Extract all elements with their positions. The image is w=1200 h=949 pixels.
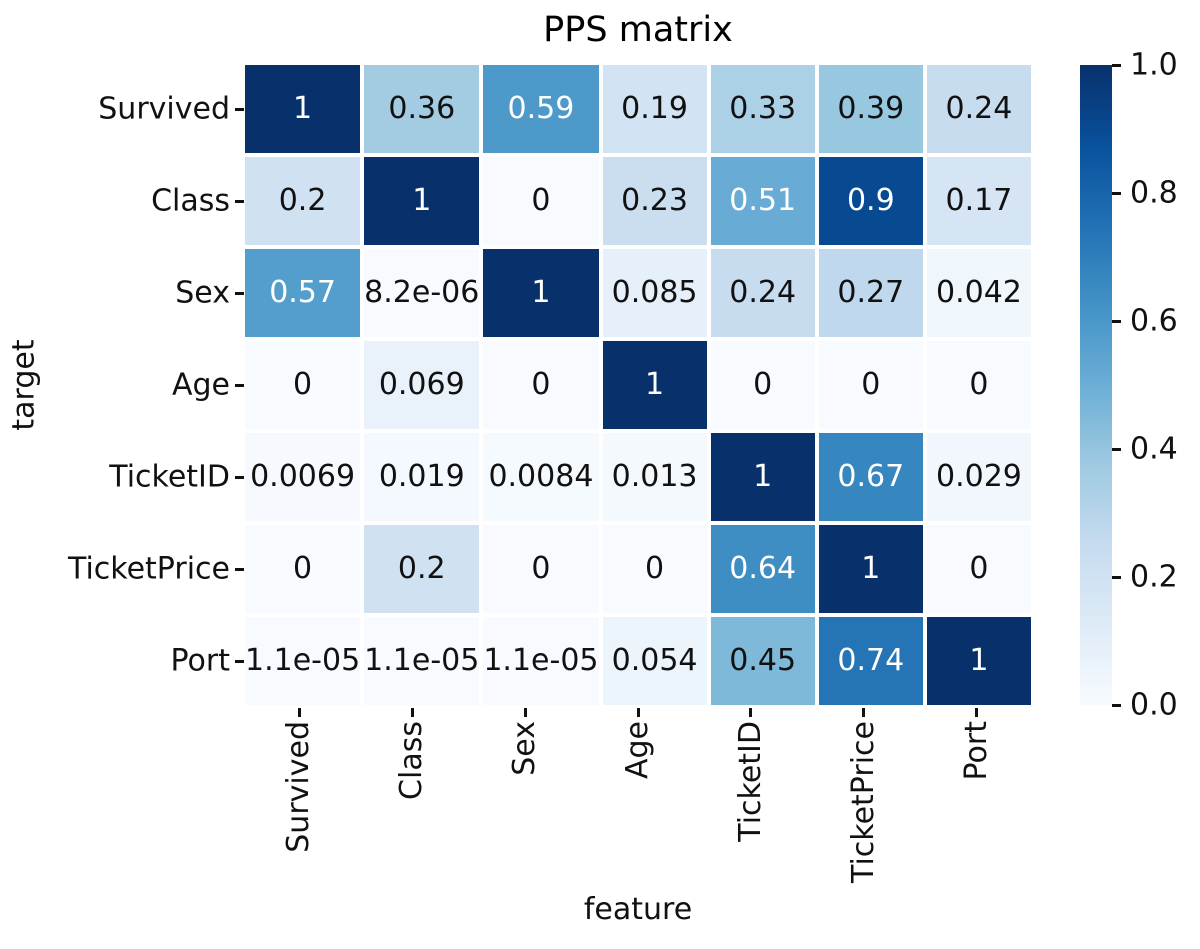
heatmap-cell: 0.042 [926,249,1031,337]
heatmap-cell: 0.0069 [245,433,361,521]
heatmap-cell: 1 [602,341,707,429]
heatmap-cell: 1 [245,65,361,153]
x-tick-label: Age [620,721,655,780]
chart-title: PPS matrix [543,10,733,50]
x-tick-mark [297,708,301,717]
y-tick-mark [235,291,244,295]
heatmap-cell: 1 [710,433,815,521]
heatmap-cell: 0.085 [602,249,707,337]
heatmap-cell: 0.67 [818,433,923,521]
colorbar-tick-label: 0.2 [1130,559,1178,595]
heatmap-cell: 1 [483,249,599,337]
heatmap-cell: 0.019 [364,433,480,521]
heatmap-cell: 0 [926,525,1031,613]
heatmap-cell: 0.2 [364,525,480,613]
heatmap-cell: 0 [926,341,1031,429]
heatmap-cell: 0 [483,341,599,429]
heatmap-cell: 0.029 [926,433,1031,521]
heatmap-cell: 0.17 [926,157,1031,245]
heatmap-cell: 0.069 [364,341,480,429]
y-tick-label: Class [151,183,230,219]
heatmap-cell: 0.51 [710,157,815,245]
y-tick-label: Age [171,367,230,403]
heatmap-cell: 0 [483,525,599,613]
x-tick-mark [636,708,640,717]
x-tick-mark [975,708,979,717]
heatmap-cell: 0.57 [245,249,361,337]
colorbar [1080,65,1112,705]
colorbar-tick-mark [1112,447,1121,451]
colorbar-tick-label: 0.8 [1130,175,1178,211]
colorbar-tick-mark [1112,191,1121,195]
heatmap-cell: 0.36 [364,65,480,153]
heatmap-cell: 0.39 [818,65,923,153]
heatmap-cell: 1.1e-05 [245,617,361,705]
heatmap-cell: 0.64 [710,525,815,613]
heatmap-cell: 0 [245,341,361,429]
x-tick-label: Sex [507,721,543,776]
heatmap-cell: 8.2e-06 [364,249,480,337]
colorbar-tick-mark [1112,63,1121,67]
heatmap-cell: 0 [245,525,361,613]
heatmap-cell: 0.054 [602,617,707,705]
heatmap-cell: 0.59 [483,65,599,153]
colorbar-tick-mark [1112,575,1121,579]
y-tick-label: TicketID [109,459,230,495]
heatmap-cell: 0.74 [818,617,923,705]
heatmap-cell: 1.1e-05 [483,617,599,705]
heatmap-cell: 0.23 [602,157,707,245]
x-tick-label: Class [394,721,430,800]
y-tick-mark [235,383,244,387]
heatmap-cell: 0 [602,525,707,613]
x-tick-label: TicketID [732,721,768,842]
colorbar-tick-label: 1.0 [1130,47,1178,83]
heatmap-cell: 0.24 [710,249,815,337]
heatmap-grid: 1 0.36 0.59 0.19 0.33 0.39 0.24 0.2 1 0 0.23 0.51 0.… [245,65,1031,705]
heatmap-cell: 1 [364,157,480,245]
x-tick-label: Survived [281,721,317,853]
heatmap-cell: 0 [483,157,599,245]
x-tick-mark [523,708,527,717]
y-tick-mark [235,107,244,111]
x-tick-label: TicketPrice [845,721,881,883]
heatmap-cell: 0.9 [818,157,923,245]
heatmap-cell: 0 [710,341,815,429]
heatmap-cell: 1 [818,525,923,613]
y-tick-label: TicketPrice [68,551,230,587]
x-tick-mark [410,708,414,717]
x-axis-label: feature [583,892,693,927]
x-tick-mark [862,708,866,717]
heatmap-cell: 0 [818,341,923,429]
heatmap-cell: 0.2 [245,157,361,245]
colorbar-tick-mark [1112,703,1121,707]
colorbar-tick-label: 0.4 [1130,431,1178,467]
colorbar-tick-label: 0.0 [1130,687,1178,723]
y-tick-mark [235,567,244,571]
y-tick-mark [235,199,244,203]
colorbar-tick-mark [1112,319,1121,323]
heatmap-cell: 0.19 [602,65,707,153]
heatmap-cell: 0.27 [818,249,923,337]
y-tick-mark [235,659,244,663]
heatmap-cell: 0.45 [710,617,815,705]
y-tick-label: Survived [98,91,230,127]
heatmap-cell: 1.1e-05 [364,617,480,705]
y-tick-label: Port [170,643,230,679]
x-tick-mark [749,708,753,717]
heatmap-cell: 1 [926,617,1031,705]
heatmap-cell: 0.33 [710,65,815,153]
heatmap-cell: 0.24 [926,65,1031,153]
x-tick-label: Port [958,721,994,781]
heatmap-cell: 0.013 [602,433,707,521]
colorbar-tick-label: 0.6 [1130,303,1178,339]
y-tick-mark [235,475,244,479]
y-tick-label: Sex [175,275,230,311]
heatmap-cell: 0.0084 [483,433,599,521]
